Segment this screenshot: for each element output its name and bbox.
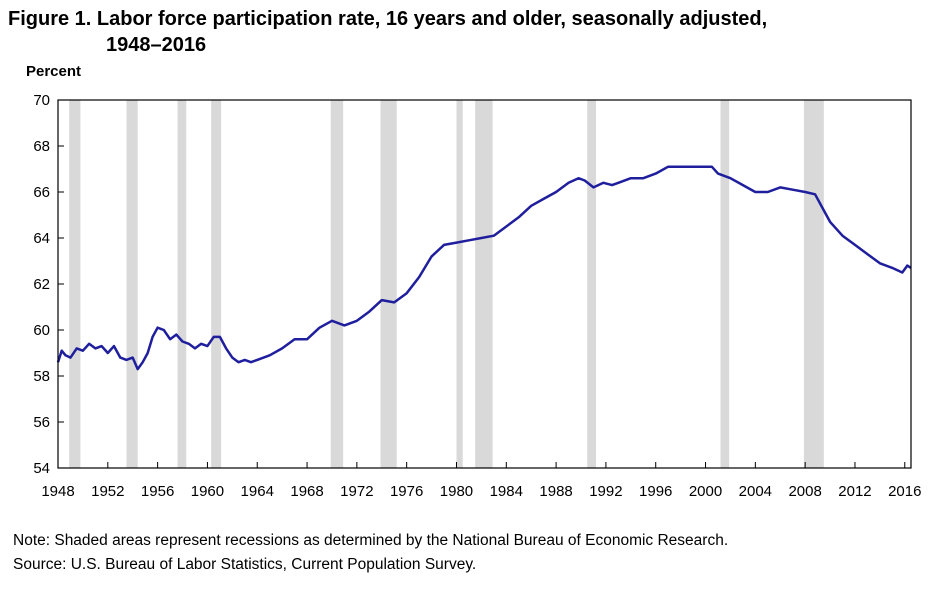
- recession-band: [456, 100, 463, 468]
- y-tick-label: 62: [33, 276, 50, 293]
- recession-band: [330, 100, 344, 468]
- x-tick-label: 1968: [290, 483, 323, 500]
- recession-bands: [69, 100, 824, 468]
- x-tick-label: 1984: [490, 483, 523, 500]
- y-tick-label: 70: [33, 92, 50, 109]
- x-tick-label: 1960: [191, 483, 224, 500]
- x-tick-label: 1992: [589, 483, 622, 500]
- x-tick-label: 1964: [241, 483, 274, 500]
- note-text: Note: Shaded areas represent recessions …: [13, 532, 729, 549]
- y-tick-label: 58: [33, 368, 50, 385]
- x-tick-label: 1952: [91, 483, 124, 500]
- x-tick-label: 1948: [41, 483, 74, 500]
- source-text: Source: U.S. Bureau of Labor Statistics,…: [13, 556, 477, 573]
- recession-band: [211, 100, 222, 468]
- y-tick-label: 64: [33, 230, 50, 247]
- chart-notes: Note: Shaded areas represent recessions …: [13, 529, 728, 577]
- recession-band: [720, 100, 730, 468]
- recession-band: [803, 100, 824, 468]
- x-tick-label: 2000: [689, 483, 722, 500]
- x-tick-label: 2012: [838, 483, 871, 500]
- recession-band: [587, 100, 596, 468]
- x-tick-label: 2016: [888, 483, 921, 500]
- y-tick-label: 54: [33, 460, 50, 477]
- title-line-2: 1948–2016: [106, 34, 207, 56]
- x-tick-label: 1980: [440, 483, 473, 500]
- x-tick-label: 1996: [639, 483, 672, 500]
- x-tick-label: 2008: [788, 483, 821, 500]
- participation-rate-line: [56, 165, 912, 371]
- x-axis: 1948 1952 1956 1960 1964 1968 1972 1976 1980 1984…: [41, 462, 921, 500]
- x-tick-label: 1976: [390, 483, 423, 500]
- recession-band: [69, 100, 81, 468]
- x-tick-label: 2004: [739, 483, 772, 500]
- x-tick-label: 1972: [340, 483, 373, 500]
- recession-band: [380, 100, 397, 468]
- y-tick-label: 60: [33, 322, 50, 339]
- y-axis-label: Percent: [26, 63, 82, 80]
- x-tick-label: 1988: [539, 483, 572, 500]
- plot-frame: [57, 99, 912, 469]
- y-tick-label: 56: [33, 414, 50, 431]
- recession-band: [126, 100, 138, 468]
- y-tick-label: 66: [33, 184, 50, 201]
- recession-band: [177, 100, 187, 468]
- title-line-1: Figure 1. Labor force participation rate…: [8, 8, 768, 30]
- recession-band: [475, 100, 493, 468]
- chart-title: Figure 1. Labor force participation rate…: [8, 6, 767, 58]
- y-tick-label: 68: [33, 138, 50, 155]
- y-axis: 54 56 58 60 62 64 66 68 70: [33, 92, 64, 477]
- x-tick-label: 1956: [141, 483, 174, 500]
